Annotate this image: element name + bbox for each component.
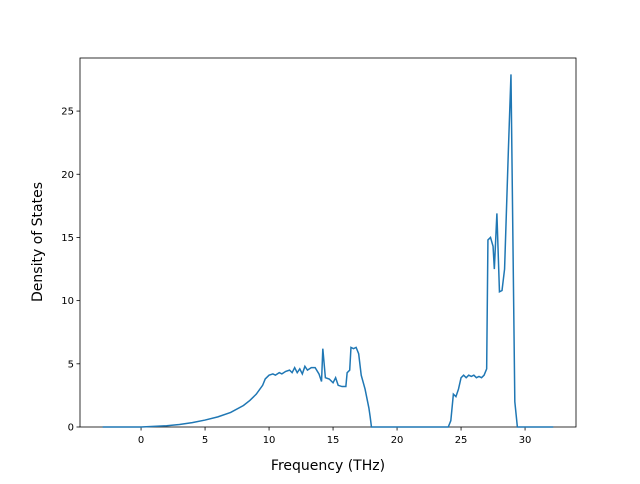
y-axis-label: Density of States [30,182,46,302]
x-tick-label: 20 [391,435,404,446]
x-tick-label: 30 [519,435,532,446]
y-tick-label: 10 [61,296,74,307]
y-tick-label: 5 [68,359,74,370]
y-tick-label: 0 [68,423,74,434]
y-tick-label: 25 [61,107,74,118]
y-tick-label: 15 [61,233,74,244]
x-tick-label: 25 [455,435,468,446]
x-tick-label: 15 [327,435,340,446]
x-tick-label: 0 [138,435,144,446]
y-tick-label: 20 [61,170,74,181]
line-series [102,74,554,428]
x-axis-label: Frequency (THz) [271,458,385,474]
x-tick-label: 10 [263,435,276,446]
plot-frame [79,57,577,428]
x-tick-label: 5 [202,435,208,446]
